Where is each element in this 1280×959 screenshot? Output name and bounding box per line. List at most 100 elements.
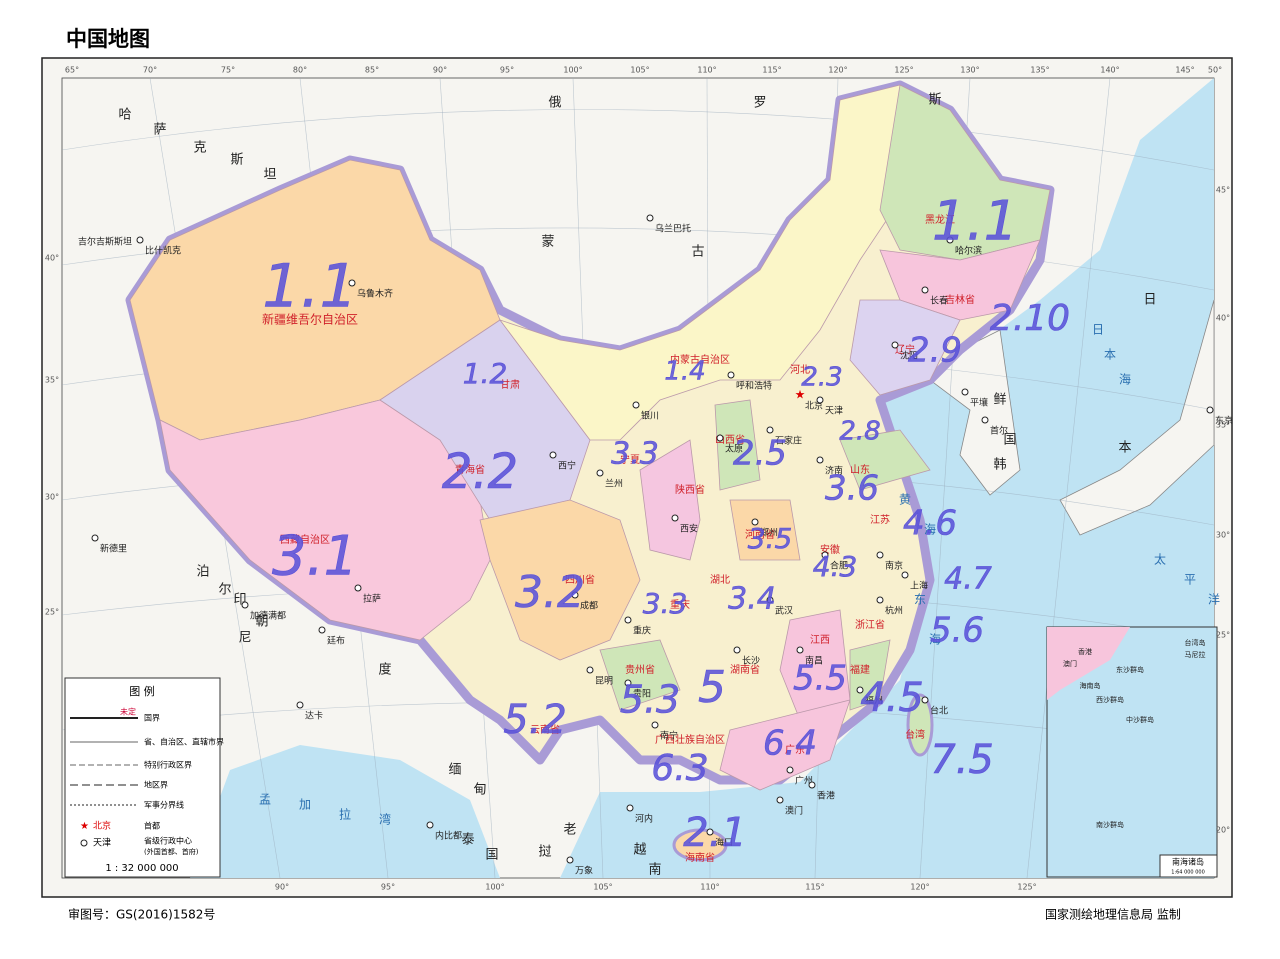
legend-dot: [80, 839, 88, 847]
city-label: 乌鲁木齐: [357, 288, 393, 300]
taiwan: [906, 693, 934, 757]
country-label: 坦: [263, 168, 276, 183]
handwritten-note: 4.5: [860, 675, 924, 721]
city-dot: [876, 596, 884, 604]
city-dot: [981, 416, 989, 424]
legend-item: 特别行政区界: [144, 760, 192, 770]
city-label: 台北: [930, 705, 948, 717]
legend-sample: 北京: [93, 820, 111, 832]
map-title: 中国地图: [66, 27, 150, 51]
legend-scale: 1 : 32 000 000: [105, 863, 178, 874]
handwritten-note: 2.10: [990, 298, 1070, 339]
city-label: 长沙: [742, 655, 760, 667]
city-dot: [91, 534, 99, 542]
city-label: 加德满都: [250, 610, 286, 622]
sea-label: 海: [924, 522, 936, 537]
handwritten-note: 2.2: [442, 444, 518, 500]
city-label: 杭州: [885, 605, 903, 617]
handwritten-note: 3.3: [611, 437, 659, 472]
legend-sample: 天津: [93, 838, 111, 849]
province-label: 广西壮族自治区: [655, 733, 725, 746]
city-dot: [571, 591, 579, 599]
country-label: 韩: [993, 458, 1006, 473]
region: [479, 499, 641, 661]
province-label: 江西: [810, 634, 830, 646]
inset-label: 西沙群岛: [1096, 695, 1124, 704]
country-label: 南: [648, 862, 661, 878]
city-dot: [733, 646, 741, 654]
city-dot: [776, 796, 784, 804]
city-label: 福州: [865, 695, 883, 707]
country-label: 越: [633, 843, 646, 858]
longitude-label: 85°: [365, 66, 379, 75]
latitude-label: 25°: [1216, 631, 1230, 640]
handwritten-note: 1.2: [463, 357, 508, 390]
city-dot: [816, 456, 824, 464]
city-dot: [901, 571, 909, 579]
country-label: 尼: [238, 631, 251, 646]
province-label: 甘肃: [500, 378, 520, 391]
inset: 南海诸岛 1:64 000 000: [1046, 626, 1218, 878]
city-dot: [1206, 406, 1214, 414]
region: [719, 699, 851, 791]
province-label: 西藏自治区: [280, 533, 330, 546]
handwritten-note: 2.9: [908, 331, 962, 371]
city-dot: [624, 616, 632, 624]
city-dot: [671, 514, 679, 522]
city-label: 首尔: [990, 425, 1008, 437]
province-label: 河北: [790, 364, 810, 376]
latitude-label: 25°: [45, 608, 59, 617]
city-label: 银川: [641, 410, 659, 422]
handwritten-note: 3.1: [272, 525, 358, 588]
country-label: 萨: [153, 123, 166, 138]
handwritten-note: 3.5: [748, 522, 793, 555]
city-label: 比什凯克: [145, 245, 181, 257]
country-label: 斯: [928, 93, 941, 108]
latitude-label: 40°: [45, 254, 59, 263]
city-dot: [727, 371, 735, 379]
province-label: 吉林省: [945, 293, 975, 306]
province-label: 广东: [785, 743, 805, 756]
legend-item: 省、自治区、直辖市界: [144, 737, 224, 747]
handwritten-note: 5: [698, 662, 726, 713]
legend-star: ★: [80, 821, 89, 832]
latitude-label: 30°: [1216, 531, 1230, 540]
handwritten-note: 2.1: [683, 810, 747, 856]
city-label: 石家庄: [775, 435, 802, 447]
legend-item: (外国首都、首府): [144, 847, 199, 856]
city-dot: [241, 601, 249, 609]
city-dot: [876, 551, 884, 559]
city-dot: [706, 828, 714, 836]
region: [839, 429, 931, 491]
city-label: 贵阳: [633, 688, 651, 700]
country-label: 缅: [448, 763, 461, 778]
longitude-label: 80°: [293, 66, 307, 75]
handwritten-note: 3.4: [728, 582, 776, 617]
handwritten-note: 1.1: [932, 190, 1018, 253]
country-label: 蒙: [541, 235, 554, 250]
handwritten-note: 4.7: [944, 562, 992, 597]
city-label: 郑州: [760, 527, 778, 539]
city-label: 南昌: [805, 655, 823, 667]
city-dot: [596, 469, 604, 477]
longitude-label: 115°: [762, 66, 781, 75]
longitude-label: 75°: [221, 66, 235, 75]
sea-label: 海: [929, 632, 941, 647]
city-dot: [921, 286, 929, 294]
longitude-label: 120°: [910, 883, 929, 892]
city-label: 天津: [825, 406, 843, 417]
province-label: 辽宁: [895, 343, 915, 356]
inset-label: 香港: [1078, 647, 1092, 656]
city-label: 南宁: [660, 730, 678, 742]
city-dot: [646, 214, 654, 222]
legend-title: 图 例: [129, 684, 155, 698]
province-label: 新疆维吾尔自治区: [262, 312, 358, 327]
city-dot: [766, 426, 774, 434]
city-label: 广州: [795, 775, 813, 787]
longitude-label: 120°: [828, 66, 847, 75]
handwritten-note: 5.6: [930, 611, 984, 651]
province-label: 重庆: [670, 598, 690, 611]
country-label: 鲜: [993, 393, 1006, 408]
hainan: [672, 828, 728, 862]
